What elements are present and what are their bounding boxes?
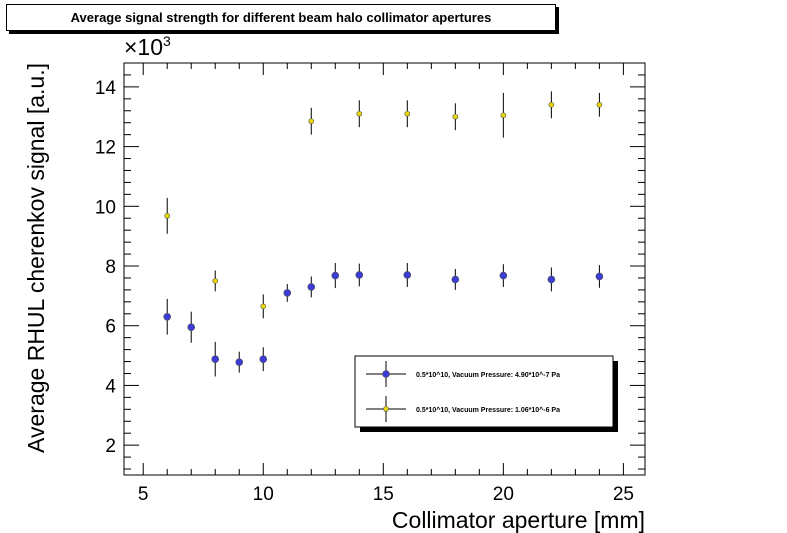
data-point [451,275,460,284]
legend-label: 0.5*10^10, Vacuum Pressure: 1.06*10^-6 P… [416,406,560,414]
data-point [308,118,315,125]
y-axis-title: Average RHUL cherenkov signal [a.u.] [23,63,49,453]
data-point [404,110,411,117]
data-point [211,355,220,363]
y-tick-label: 14 [95,78,117,99]
data-point [307,283,316,291]
legend-marker [383,406,389,412]
data-point [235,358,244,366]
y-tick-label: 4 [105,376,116,397]
y-multiplier: ×103 [124,33,171,60]
data-point [547,275,556,284]
x-tick-label: 25 [613,484,634,505]
x-tick-label: 20 [493,484,514,505]
data-point [356,110,363,117]
data-point [163,312,172,321]
data-point [595,272,604,281]
series-layer [163,91,604,377]
plot-frame [123,62,646,476]
x-axis-ticks: 5 10 15 20 25 [138,63,634,505]
data-point [355,271,364,279]
x-tick-label: 15 [373,484,394,505]
data-point [259,355,268,363]
x-tick-label: 5 [138,484,149,505]
y-tick-label: 10 [95,197,116,218]
series-2 [164,91,603,319]
y-tick-label: 8 [105,257,116,278]
data-point [331,271,340,280]
x-axis-title: Collimator aperture [mm] [392,507,645,533]
data-point [403,271,412,279]
y-tick-label: 12 [95,138,116,159]
data-point [452,113,459,120]
legend-label: 0.5*10^10, Vacuum Pressure: 4.90*10^-7 P… [416,371,560,379]
y-axis-ticks: 2 4 6 8 10 12 14 [95,62,645,470]
data-point [596,101,603,108]
data-point [260,303,267,310]
legend-marker [382,370,390,378]
chart-title: Average signal strength for different be… [6,4,556,31]
legend: 0.5*10^10, Vacuum Pressure: 4.90*10^-7 P… [354,355,618,432]
data-point [548,101,555,108]
data-point [499,271,508,280]
data-point [500,112,507,119]
y-tick-label: 2 [105,436,116,457]
data-point [187,323,196,332]
data-point [212,278,219,284]
y-tick-label: 6 [105,317,116,338]
data-point [283,289,292,297]
x-tick-label: 10 [253,484,274,505]
series-1 [163,263,604,377]
data-point [164,213,171,219]
